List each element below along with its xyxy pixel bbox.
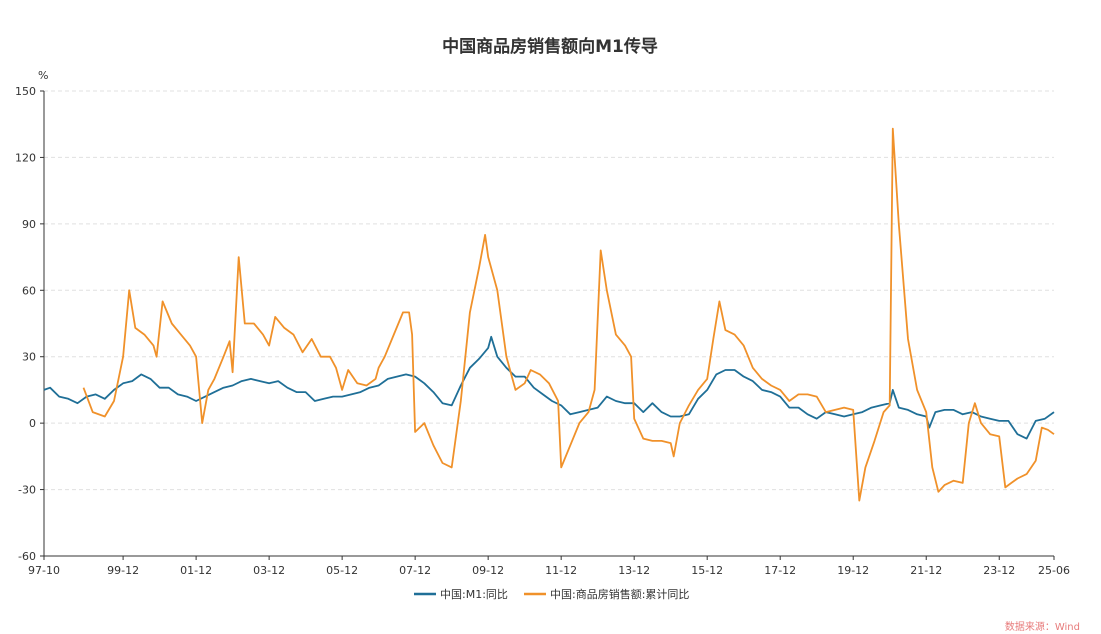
x-tick-label: 99-12: [107, 564, 139, 577]
x-tick-label: 19-12: [837, 564, 869, 577]
y-axis-ticks: -60 -30 0 30 60 90 120 150: [15, 85, 44, 563]
y-tick-label: -60: [18, 550, 36, 563]
watermark: 数据来源：Wind: [1005, 620, 1080, 633]
y-tick-label: 0: [29, 417, 36, 430]
grid-lines: [44, 90, 1054, 491]
y-tick-label: 150: [15, 85, 36, 98]
axes: [43, 91, 1054, 557]
x-tick-label: 03-12: [253, 564, 285, 577]
x-tick-label: 15-12: [691, 564, 723, 577]
legend-label: 中国:M1:同比: [440, 588, 508, 601]
x-tick-label: 09-12: [472, 564, 504, 577]
x-tick-label: 05-12: [326, 564, 358, 577]
series-lines: [43, 127, 1055, 502]
x-tick-label: 01-12: [180, 564, 212, 577]
legend-item-1[interactable]: 中国:M1:同比: [414, 588, 508, 601]
legend[interactable]: 中国:M1:同比 中国:商品房销售额:累计同比: [414, 587, 689, 601]
x-tick-label: 11-12: [545, 564, 577, 577]
x-tick-label: 07-12: [399, 564, 431, 577]
y-tick-label: 30: [22, 351, 36, 364]
legend-item-2[interactable]: 中国:商品房销售额:累计同比: [524, 587, 689, 601]
x-tick-label: 97-10: [28, 564, 60, 577]
series-line-1: [43, 335, 1055, 440]
x-tick-label: 21-12: [910, 564, 942, 577]
x-tick-label: 17-12: [764, 564, 796, 577]
x-tick-label: 23-12: [983, 564, 1015, 577]
y-tick-label: -30: [18, 484, 36, 497]
x-tick-label: 25-06: [1038, 564, 1070, 577]
y-tick-label: 60: [22, 284, 36, 297]
y-axis-unit: %: [38, 69, 48, 82]
x-tick-label: 13-12: [618, 564, 650, 577]
x-axis-ticks: 97-10 99-12 01-12 03-12 05-12 07-12 09-12 11-12…: [28, 556, 1070, 577]
y-tick-label: 90: [22, 218, 36, 231]
y-tick-label: 120: [15, 151, 36, 164]
chart-title: 中国商品房销售额向M1传导: [442, 36, 658, 57]
legend-label: 中国:商品房销售额:累计同比: [550, 587, 689, 601]
series-line-2: [82, 127, 1055, 502]
